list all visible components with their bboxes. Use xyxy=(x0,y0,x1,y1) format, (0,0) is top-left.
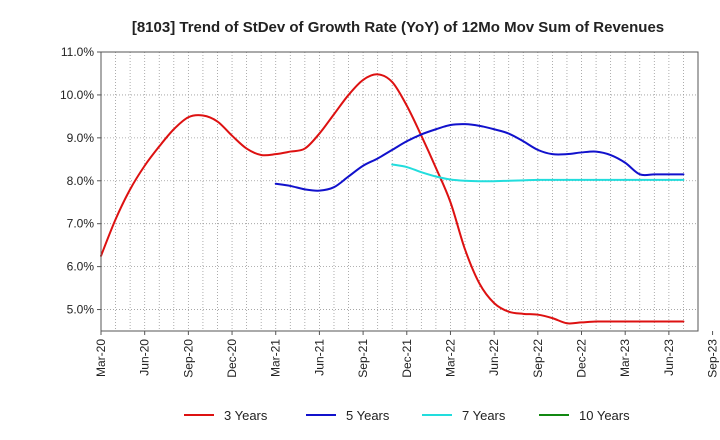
y-tick-label: 6.0% xyxy=(67,260,95,274)
x-tick-label: Dec-20 xyxy=(225,339,239,378)
legend-label-5-years: 5 Years xyxy=(346,408,390,423)
x-tick-label: Mar-21 xyxy=(269,339,283,377)
y-tick-label: 8.0% xyxy=(67,174,95,188)
y-tick-label: 11.0% xyxy=(61,45,94,59)
series-line-7-years xyxy=(391,163,685,183)
x-tick-label: Sep-20 xyxy=(181,339,195,378)
x-tick-label: Mar-22 xyxy=(443,339,457,377)
x-tick-label: Jun-20 xyxy=(138,339,152,376)
y-tick-label: 5.0% xyxy=(67,303,95,317)
legend-label-10-years: 10 Years xyxy=(579,408,630,423)
legend: 3 Years 5 Years 7 Years 10 Years xyxy=(184,408,630,423)
legend-label-7-years: 7 Years xyxy=(462,408,506,423)
y-tick-label: 7.0% xyxy=(67,217,95,231)
y-tick-label: 10.0% xyxy=(60,88,94,102)
x-tick-label: Jun-21 xyxy=(312,339,326,376)
series-line-3-years xyxy=(100,73,685,325)
series-line-5-years xyxy=(274,123,685,192)
x-tick-label: Mar-20 xyxy=(94,339,108,377)
x-axis: Mar-20 Jun-20 Sep-20 Dec-20 Mar-21 Jun-21 Sep-… xyxy=(94,331,720,378)
legend-label-3-years: 3 Years xyxy=(224,408,268,423)
x-tick-label: Mar-23 xyxy=(618,339,632,377)
plot-frame xyxy=(100,51,699,332)
x-tick-label: Jun-22 xyxy=(487,339,501,376)
x-tick-label: Dec-21 xyxy=(400,339,414,378)
x-tick-label: Sep-22 xyxy=(531,339,545,378)
x-tick-label: Dec-22 xyxy=(575,339,589,378)
y-axis: 5.0% 6.0% 7.0% 8.0% 9.0% 10.0% 11.0% xyxy=(60,45,101,317)
series-lines xyxy=(100,73,685,325)
x-tick-label: Jun-23 xyxy=(662,339,676,376)
y-tick-label: 9.0% xyxy=(67,131,95,145)
x-tick-label: Sep-23 xyxy=(706,339,720,378)
chart-title: [8103] Trend of StDev of Growth Rate (Yo… xyxy=(132,19,664,36)
x-tick-label: Sep-21 xyxy=(356,339,370,378)
